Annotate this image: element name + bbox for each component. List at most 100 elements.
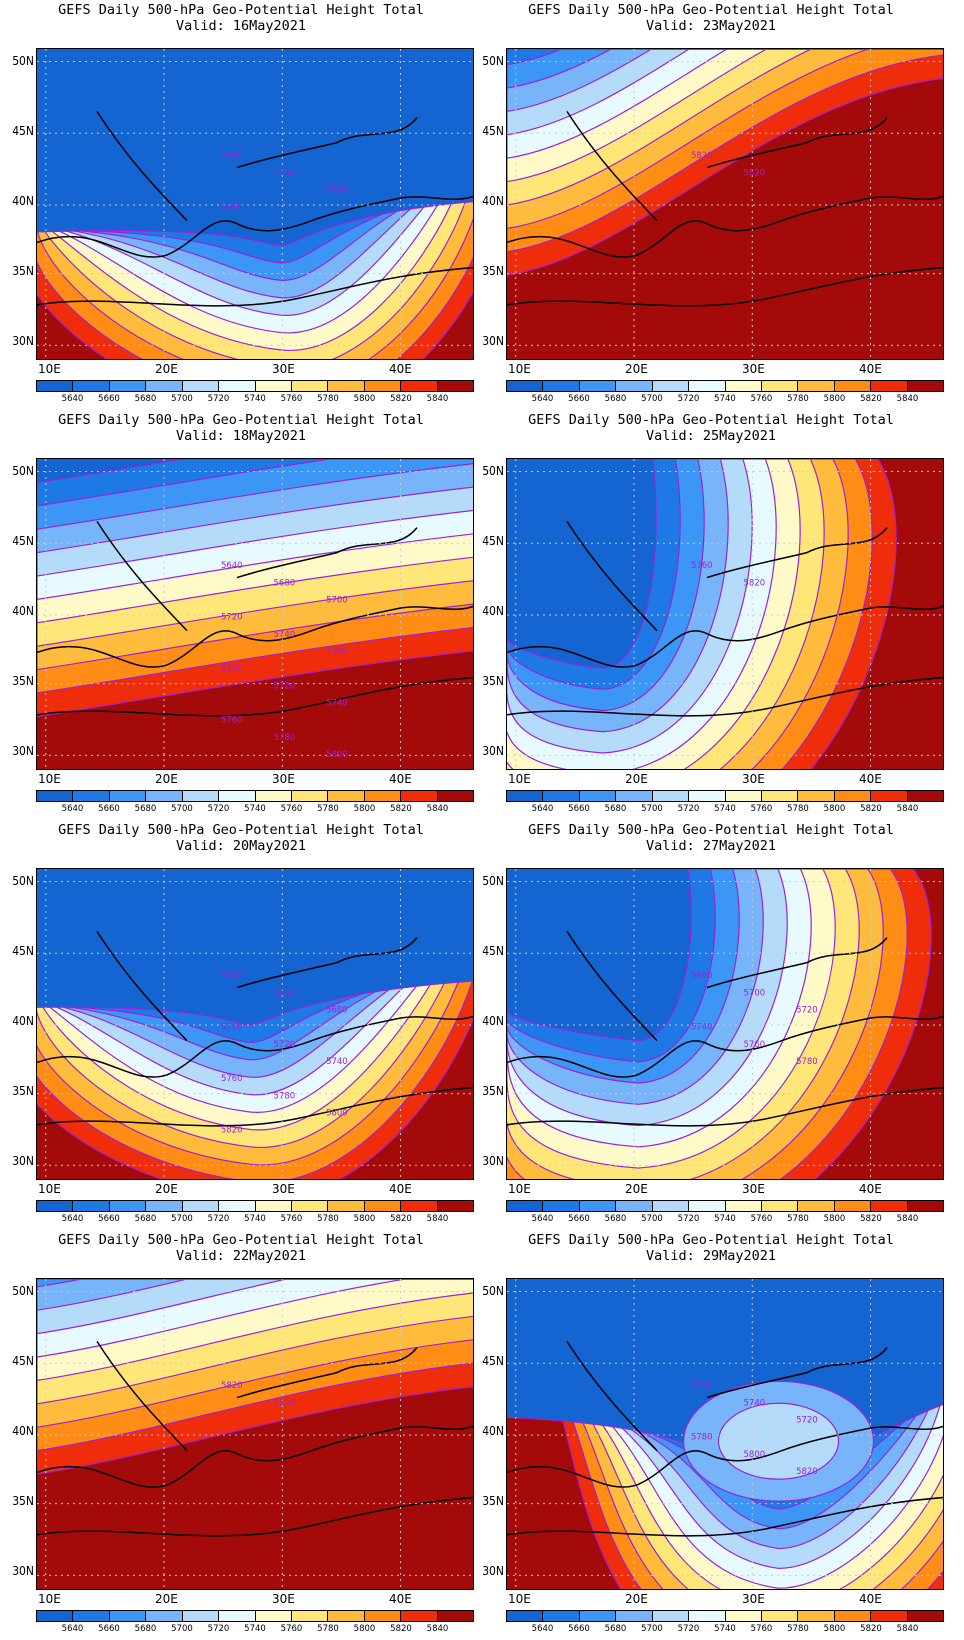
contour-label: 5720 <box>274 1040 296 1050</box>
longitude-tick-label: 30E <box>272 772 295 786</box>
legend-level-label: 5680 <box>134 394 157 404</box>
longitude-tick-label: 10E <box>508 1592 531 1606</box>
legend-level-label: 5760 <box>280 1624 303 1634</box>
legend-level-label: 5740 <box>244 1214 266 1224</box>
legend-swatch <box>907 1201 944 1211</box>
legend-level-label: 5720 <box>207 1624 230 1634</box>
longitude-tick-label: 40E <box>859 362 882 376</box>
longitude-tick-label: 40E <box>389 362 412 376</box>
legend-swatch <box>616 1611 653 1621</box>
contour-label: 5780 <box>796 1057 818 1067</box>
legend-level-label: 5840 <box>426 1214 449 1224</box>
legend-level-label: 5840 <box>896 1624 919 1634</box>
longitude-tick-label: 10E <box>508 362 531 376</box>
legend-level-label: 5840 <box>896 804 919 814</box>
legend-level-label: 5720 <box>677 1214 700 1224</box>
longitude-tick-label: 20E <box>625 362 648 376</box>
legend-level-label: 5700 <box>641 1624 663 1634</box>
contour-label: 5660 <box>221 151 243 161</box>
legend-level-label: 5640 <box>531 1214 554 1224</box>
legend-level-label: 5820 <box>390 394 412 404</box>
legend-level-label: 5740 <box>244 394 266 404</box>
legend-swatch <box>401 791 438 801</box>
legend-swatch <box>834 1201 872 1211</box>
latitude-tick-label: 35N <box>482 264 504 278</box>
legend-level-label: 5740 <box>714 1214 736 1224</box>
latitude-tick-label: 50N <box>12 464 34 478</box>
longitude-tick-label: 30E <box>272 362 295 376</box>
legend-swatch <box>219 1611 256 1621</box>
contour-label: 5760 <box>274 168 296 178</box>
longitude-tick-label: 20E <box>625 1182 648 1196</box>
panel-title: GEFS Daily 500-hPa Geo-Potential Height … <box>528 412 894 428</box>
legend-level-label: 5720 <box>677 1624 700 1634</box>
latitude-tick-label: 50N <box>482 1284 504 1298</box>
contour-label: 5760 <box>691 1381 713 1391</box>
latitude-tick-label: 35N <box>12 1084 34 1098</box>
contour-label: 5820 <box>744 578 766 588</box>
legend-swatch <box>73 1611 110 1621</box>
legend-swatch <box>579 791 617 801</box>
latitude-tick-label: 40N <box>482 1424 504 1438</box>
panel-title: GEFS Daily 500-hPa Geo-Potential Height … <box>528 1232 894 1248</box>
latitude-tick-label: 30N <box>12 1154 34 1168</box>
legend-swatch <box>907 1611 944 1621</box>
height-band <box>37 1279 473 1335</box>
contour-map: 5660 5760 5780 5800 <box>37 49 473 359</box>
longitude-tick-label: 40E <box>859 1182 882 1196</box>
legend-swatch <box>437 791 474 801</box>
legend-level-label: 5720 <box>207 1214 230 1224</box>
contour-label: 5700 <box>744 988 766 998</box>
legend-swatch <box>871 1201 908 1211</box>
height-band <box>507 869 692 1042</box>
panel-title: GEFS Daily 500-hPa Geo-Potential Height … <box>58 2 424 18</box>
longitude-tick-label: 10E <box>38 1592 61 1606</box>
latitude-tick-label: 35N <box>482 1494 504 1508</box>
legend-swatch <box>364 1611 402 1621</box>
longitude-tick-label: 10E <box>508 772 531 786</box>
map-area: 5640 5680 5700 5720 5740 5760 5780 5720 5740 5760… <box>36 458 474 770</box>
contour-label: 5820 <box>221 1126 243 1136</box>
map-area: 5640 5660 5680 5700 5720 5740 5760 5780 5800 5820 <box>36 868 474 1180</box>
legend-level-label: 5820 <box>390 1214 412 1224</box>
contour-map: 5680 5700 5720 5740 5760 5780 <box>507 869 943 1179</box>
legend-swatch <box>616 791 653 801</box>
legend-level-label: 5680 <box>134 1624 157 1634</box>
latitude-tick-label: 45N <box>482 944 504 958</box>
panel-valid-date: Valid: 25May2021 <box>645 428 777 444</box>
legend-level-label: 5640 <box>531 804 554 814</box>
legend-level-label: 5760 <box>750 1624 773 1634</box>
legend-level-label: 5640 <box>61 1624 84 1634</box>
legend-swatch <box>579 381 617 391</box>
legend-level-label: 5800 <box>353 394 376 404</box>
legend-level-label: 5660 <box>568 804 590 814</box>
panel-valid-date: Valid: 23May2021 <box>645 18 777 34</box>
legend-colorbar <box>506 1610 944 1622</box>
legend-swatch <box>219 791 256 801</box>
legend-swatch <box>907 791 944 801</box>
legend-level-label: 5760 <box>750 1214 773 1224</box>
height-band <box>507 49 943 136</box>
contour-label: 5760 <box>744 1040 766 1050</box>
legend-level-label: 5780 <box>787 804 809 814</box>
latitude-tick-label: 45N <box>12 124 34 138</box>
legend-swatch <box>437 1611 474 1621</box>
latitude-tick-label: 40N <box>12 1424 34 1438</box>
panel-valid-date: Valid: 18May2021 <box>175 428 307 444</box>
legend-swatch <box>364 791 402 801</box>
legend-level-label: 5760 <box>750 394 773 404</box>
legend-swatch <box>652 1201 690 1211</box>
contour-label: 5820 <box>796 1467 818 1477</box>
legend-level-label: 5820 <box>390 804 412 814</box>
longitude-tick-label: 20E <box>155 1182 178 1196</box>
legend-level-label: 5780 <box>317 1624 339 1634</box>
legend-swatch <box>761 381 799 391</box>
contour-label: 5800 <box>744 1450 766 1460</box>
longitude-tick-label: 40E <box>859 772 882 786</box>
legend-swatch <box>543 791 580 801</box>
legend-level-label: 5820 <box>860 1624 882 1634</box>
height-band <box>37 459 473 507</box>
latitude-tick-label: 40N <box>482 194 504 208</box>
legend-swatch <box>37 381 74 391</box>
latitude-tick-label: 45N <box>12 534 34 548</box>
